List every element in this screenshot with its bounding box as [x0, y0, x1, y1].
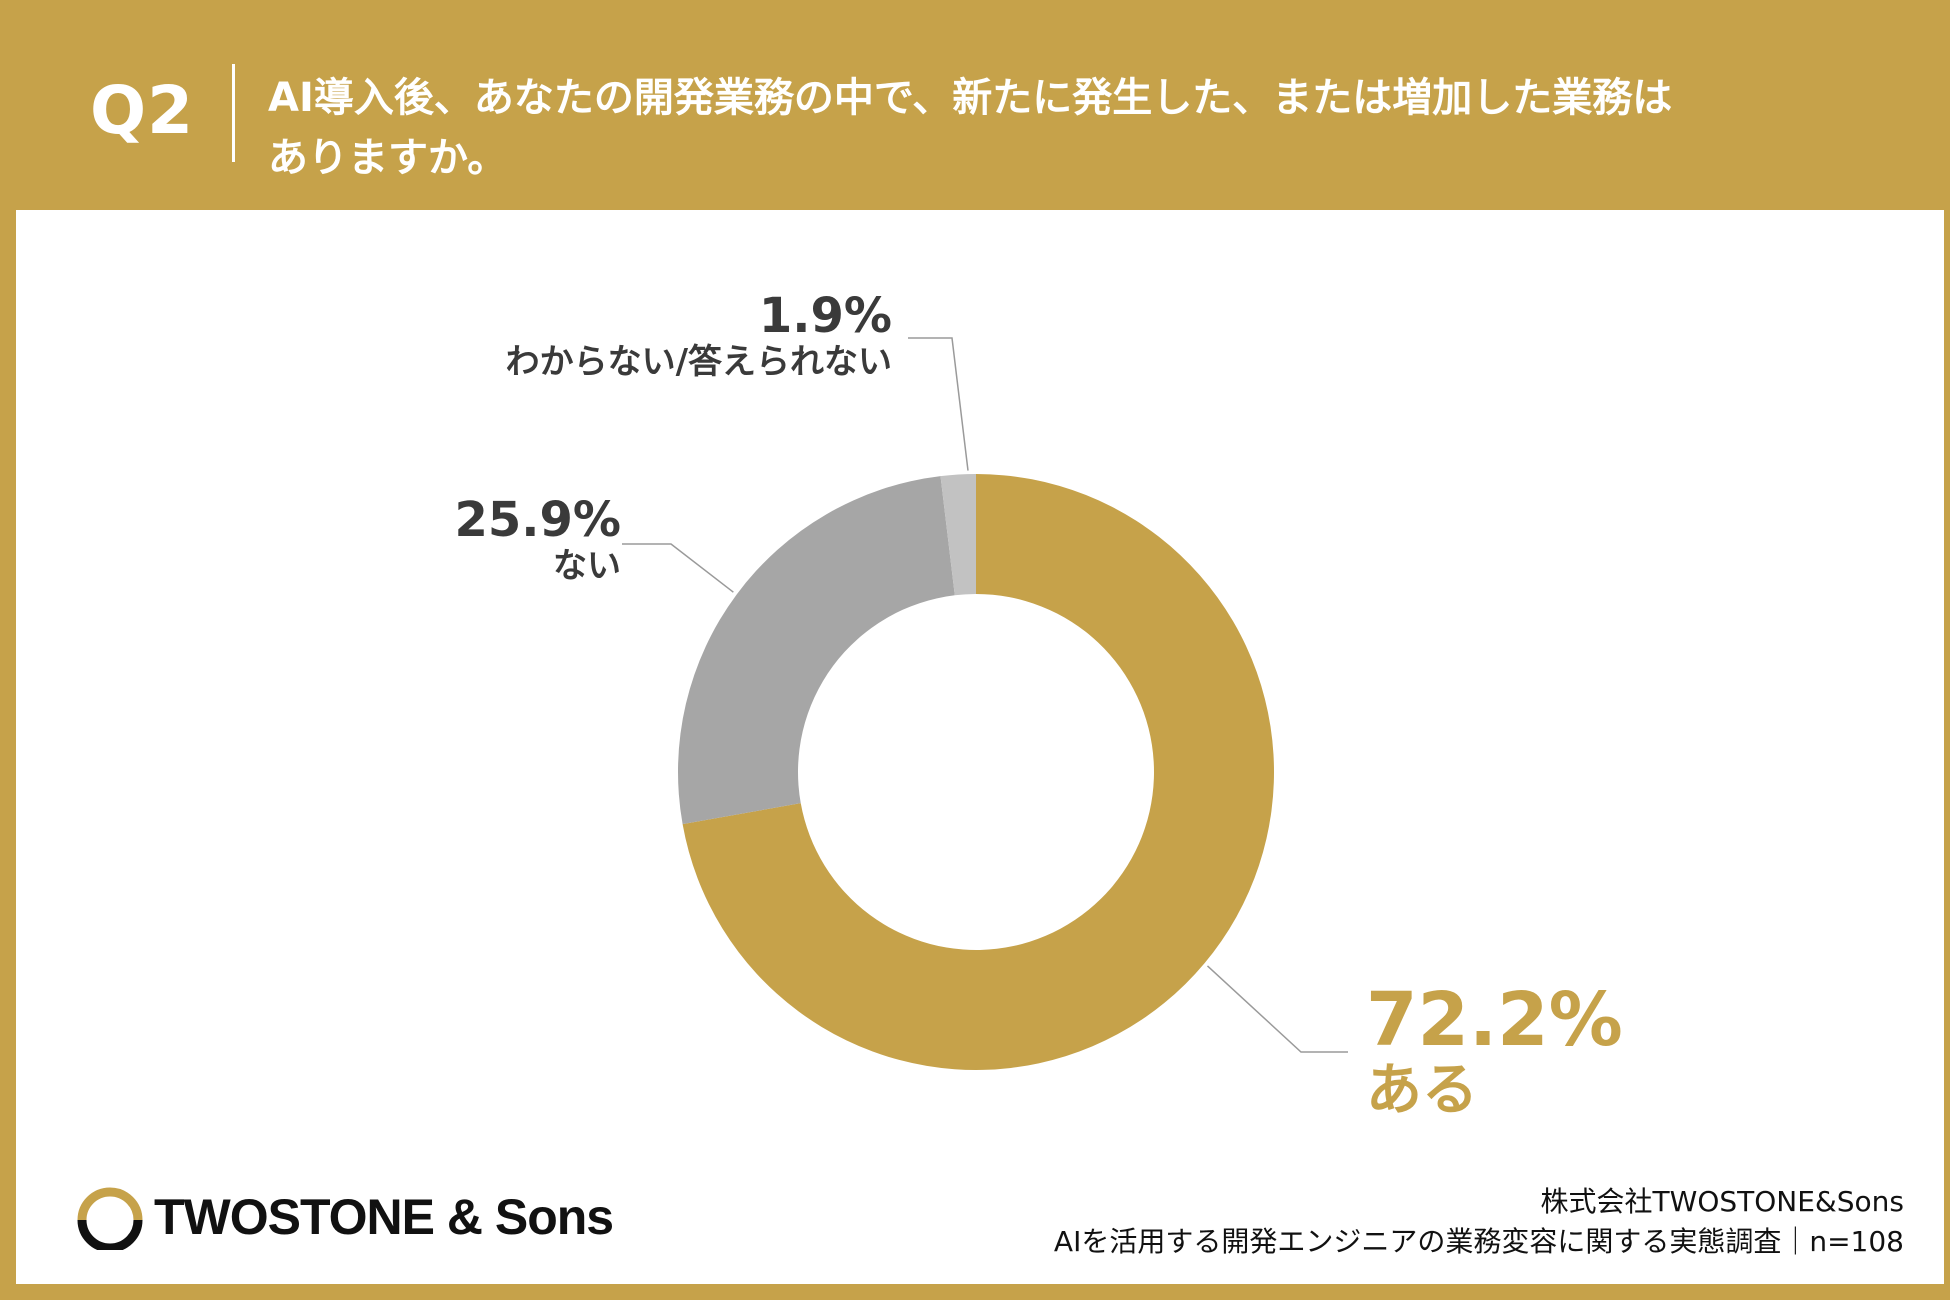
label-unknown: 1.9% わからない/答えられない [506, 290, 892, 382]
leader-line-unknown [908, 337, 969, 471]
company-name: 株式会社TWOSTONE&Sons [1540, 1185, 1904, 1218]
logo-mark-icon [77, 1187, 143, 1250]
slice-unknown [940, 474, 976, 596]
slice-yes [682, 474, 1275, 1070]
category-label-yes: ある [1366, 1058, 1478, 1123]
value-label-unknown: 1.9% [758, 288, 892, 344]
question-divider [232, 64, 235, 162]
question-line-2: ありますか。 [268, 135, 508, 181]
question-text: AI導入後、あなたの開発業務の中で、新たに発生した、または増加した業務は ありま… [268, 68, 1868, 188]
leader-line-no [622, 543, 734, 593]
logo-text: TWOSTONE & Sons [154, 1189, 614, 1245]
donut-chart [622, 337, 1348, 1070]
label-yes: 72.2% ある [1366, 980, 1623, 1122]
header-band: Q2 AI導入後、あなたの開発業務の中で、新たに発生した、または増加した業務は … [0, 0, 1950, 210]
footer-credit: 株式会社TWOSTONE&Sons AIを活用する開発エンジニアの業務変容に関す… [1054, 1182, 1904, 1262]
question-number: Q2 [90, 72, 195, 149]
category-label-unknown: わからない/答えられない [505, 342, 892, 382]
value-label-yes: 72.2% [1366, 977, 1623, 1063]
slice-no [678, 476, 955, 825]
question-line-1: AI導入後、あなたの開発業務の中で、新たに発生した、または増加した業務は [268, 75, 1673, 121]
survey-name: AIを活用する開発エンジニアの業務変容に関する実態調査｜n=108 [1053, 1225, 1904, 1258]
value-label-no: 25.9% [454, 492, 621, 548]
chart-panel: 1.9% わからない/答えられない 25.9% ない 72.2% ある TWOS… [16, 210, 1944, 1284]
category-label-no: ない [553, 546, 621, 586]
leader-line-yes [1206, 965, 1348, 1053]
label-no: 25.9% ない [454, 494, 621, 586]
